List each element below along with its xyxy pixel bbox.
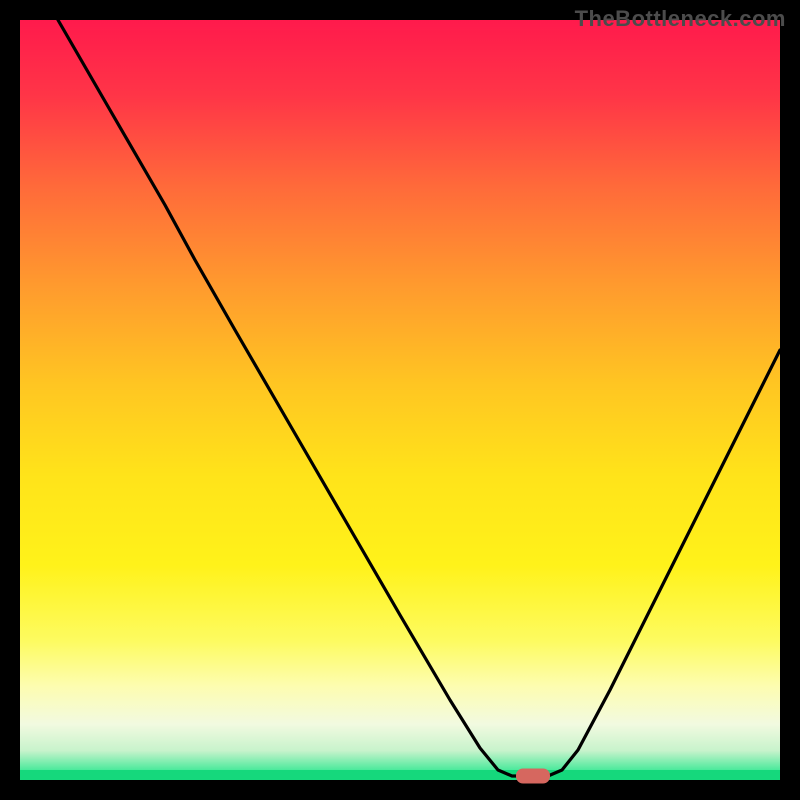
green-baseline-strip [20, 770, 780, 780]
gradient-background [20, 20, 780, 777]
optimal-point-marker [516, 769, 550, 784]
bottleneck-chart [0, 0, 800, 800]
watermark-text: TheBottleneck.com [575, 6, 786, 32]
chart-frame: TheBottleneck.com [0, 0, 800, 800]
